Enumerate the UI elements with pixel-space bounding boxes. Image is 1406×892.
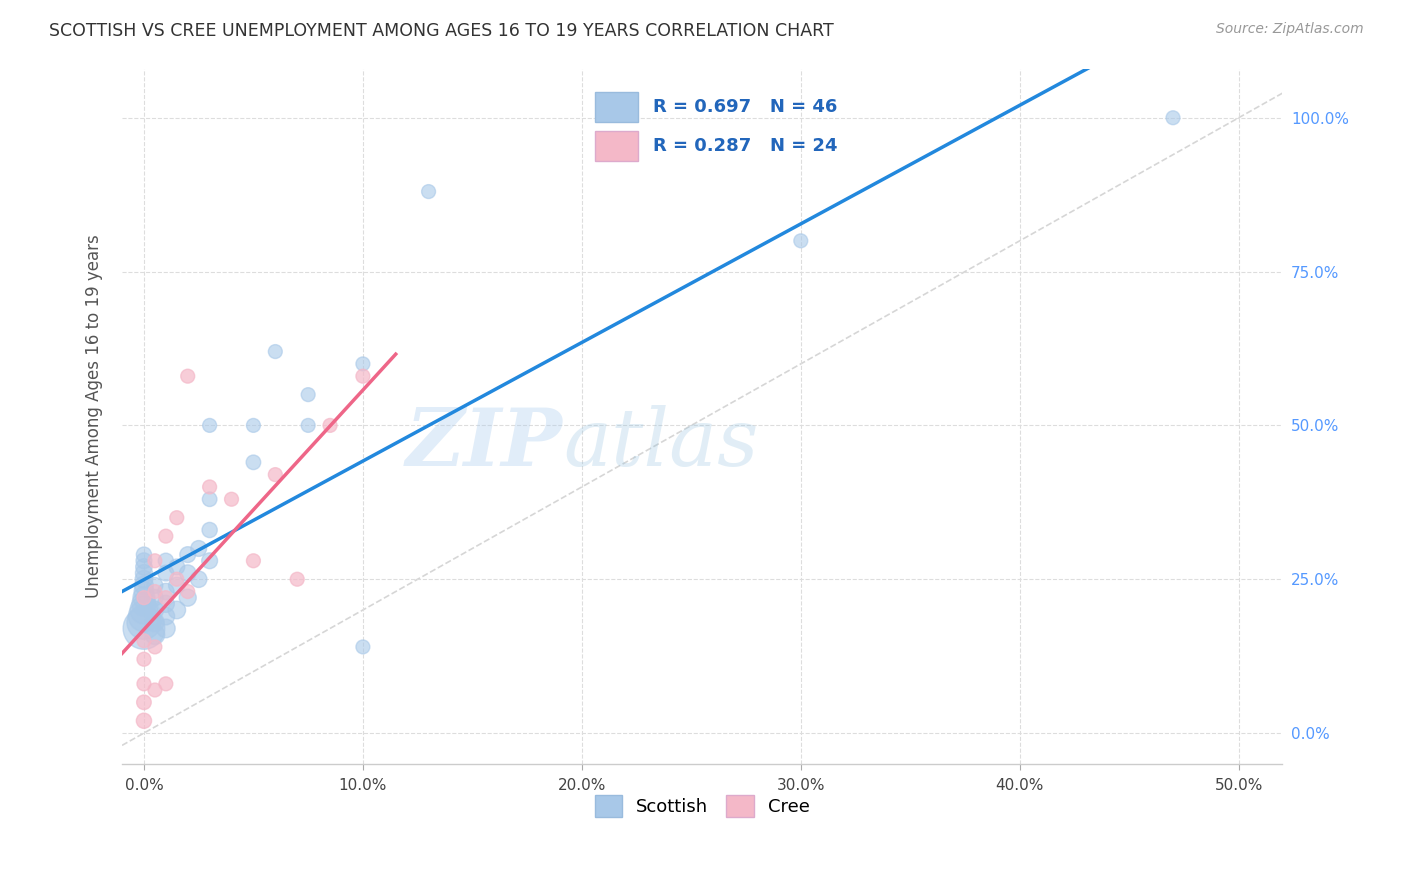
Point [297, 387, 319, 401]
Point [198, 480, 221, 494]
Point [155, 529, 177, 543]
Text: atlas: atlas [562, 405, 758, 483]
Point [177, 584, 200, 599]
Point [242, 418, 264, 433]
Point [166, 572, 188, 586]
Point [132, 603, 155, 617]
Point [155, 584, 177, 599]
Point [198, 554, 221, 568]
Point [177, 369, 200, 384]
Point [132, 560, 155, 574]
Point [221, 492, 243, 507]
Point [132, 609, 155, 624]
Point [166, 560, 188, 574]
Legend: Scottish, Cree: Scottish, Cree [588, 788, 817, 824]
Text: ZIP: ZIP [406, 405, 562, 483]
Point [132, 633, 155, 648]
Point [132, 591, 155, 605]
Point [297, 418, 319, 433]
Point [155, 554, 177, 568]
Point [177, 548, 200, 562]
Point [132, 677, 155, 691]
Point [155, 591, 177, 605]
Point [198, 492, 221, 507]
Point [264, 344, 287, 359]
Point [132, 591, 155, 605]
Text: Source: ZipAtlas.com: Source: ZipAtlas.com [1216, 22, 1364, 37]
Point [132, 578, 155, 592]
Text: SCOTTISH VS CREE UNEMPLOYMENT AMONG AGES 16 TO 19 YEARS CORRELATION CHART: SCOTTISH VS CREE UNEMPLOYMENT AMONG AGES… [49, 22, 834, 40]
Point [155, 622, 177, 636]
Point [143, 591, 166, 605]
Point [1161, 111, 1184, 125]
Point [242, 554, 264, 568]
Point [166, 603, 188, 617]
Point [187, 541, 209, 556]
Point [132, 548, 155, 562]
Point [132, 714, 155, 728]
Point [143, 578, 166, 592]
Point [242, 455, 264, 469]
Point [352, 357, 374, 371]
Point [198, 418, 221, 433]
Point [790, 234, 813, 248]
Point [132, 566, 155, 580]
Point [155, 597, 177, 611]
Point [143, 584, 166, 599]
Point [132, 652, 155, 666]
Y-axis label: Unemployment Among Ages 16 to 19 years: Unemployment Among Ages 16 to 19 years [86, 235, 103, 598]
Point [132, 572, 155, 586]
Point [132, 597, 155, 611]
Point [166, 578, 188, 592]
Point [319, 418, 342, 433]
Point [143, 554, 166, 568]
Point [166, 510, 188, 524]
Point [264, 467, 287, 482]
Point [143, 627, 166, 641]
Point [132, 554, 155, 568]
Point [418, 185, 440, 199]
Point [143, 603, 166, 617]
Point [352, 640, 374, 654]
Point [132, 622, 155, 636]
Point [177, 566, 200, 580]
Point [143, 615, 166, 630]
Point [198, 523, 221, 537]
Point [155, 566, 177, 580]
Point [187, 572, 209, 586]
Point [132, 695, 155, 709]
Point [285, 572, 308, 586]
Point [143, 640, 166, 654]
Point [155, 609, 177, 624]
Point [177, 591, 200, 605]
Point [132, 615, 155, 630]
Point [155, 677, 177, 691]
Point [143, 683, 166, 698]
Point [132, 584, 155, 599]
Point [352, 369, 374, 384]
